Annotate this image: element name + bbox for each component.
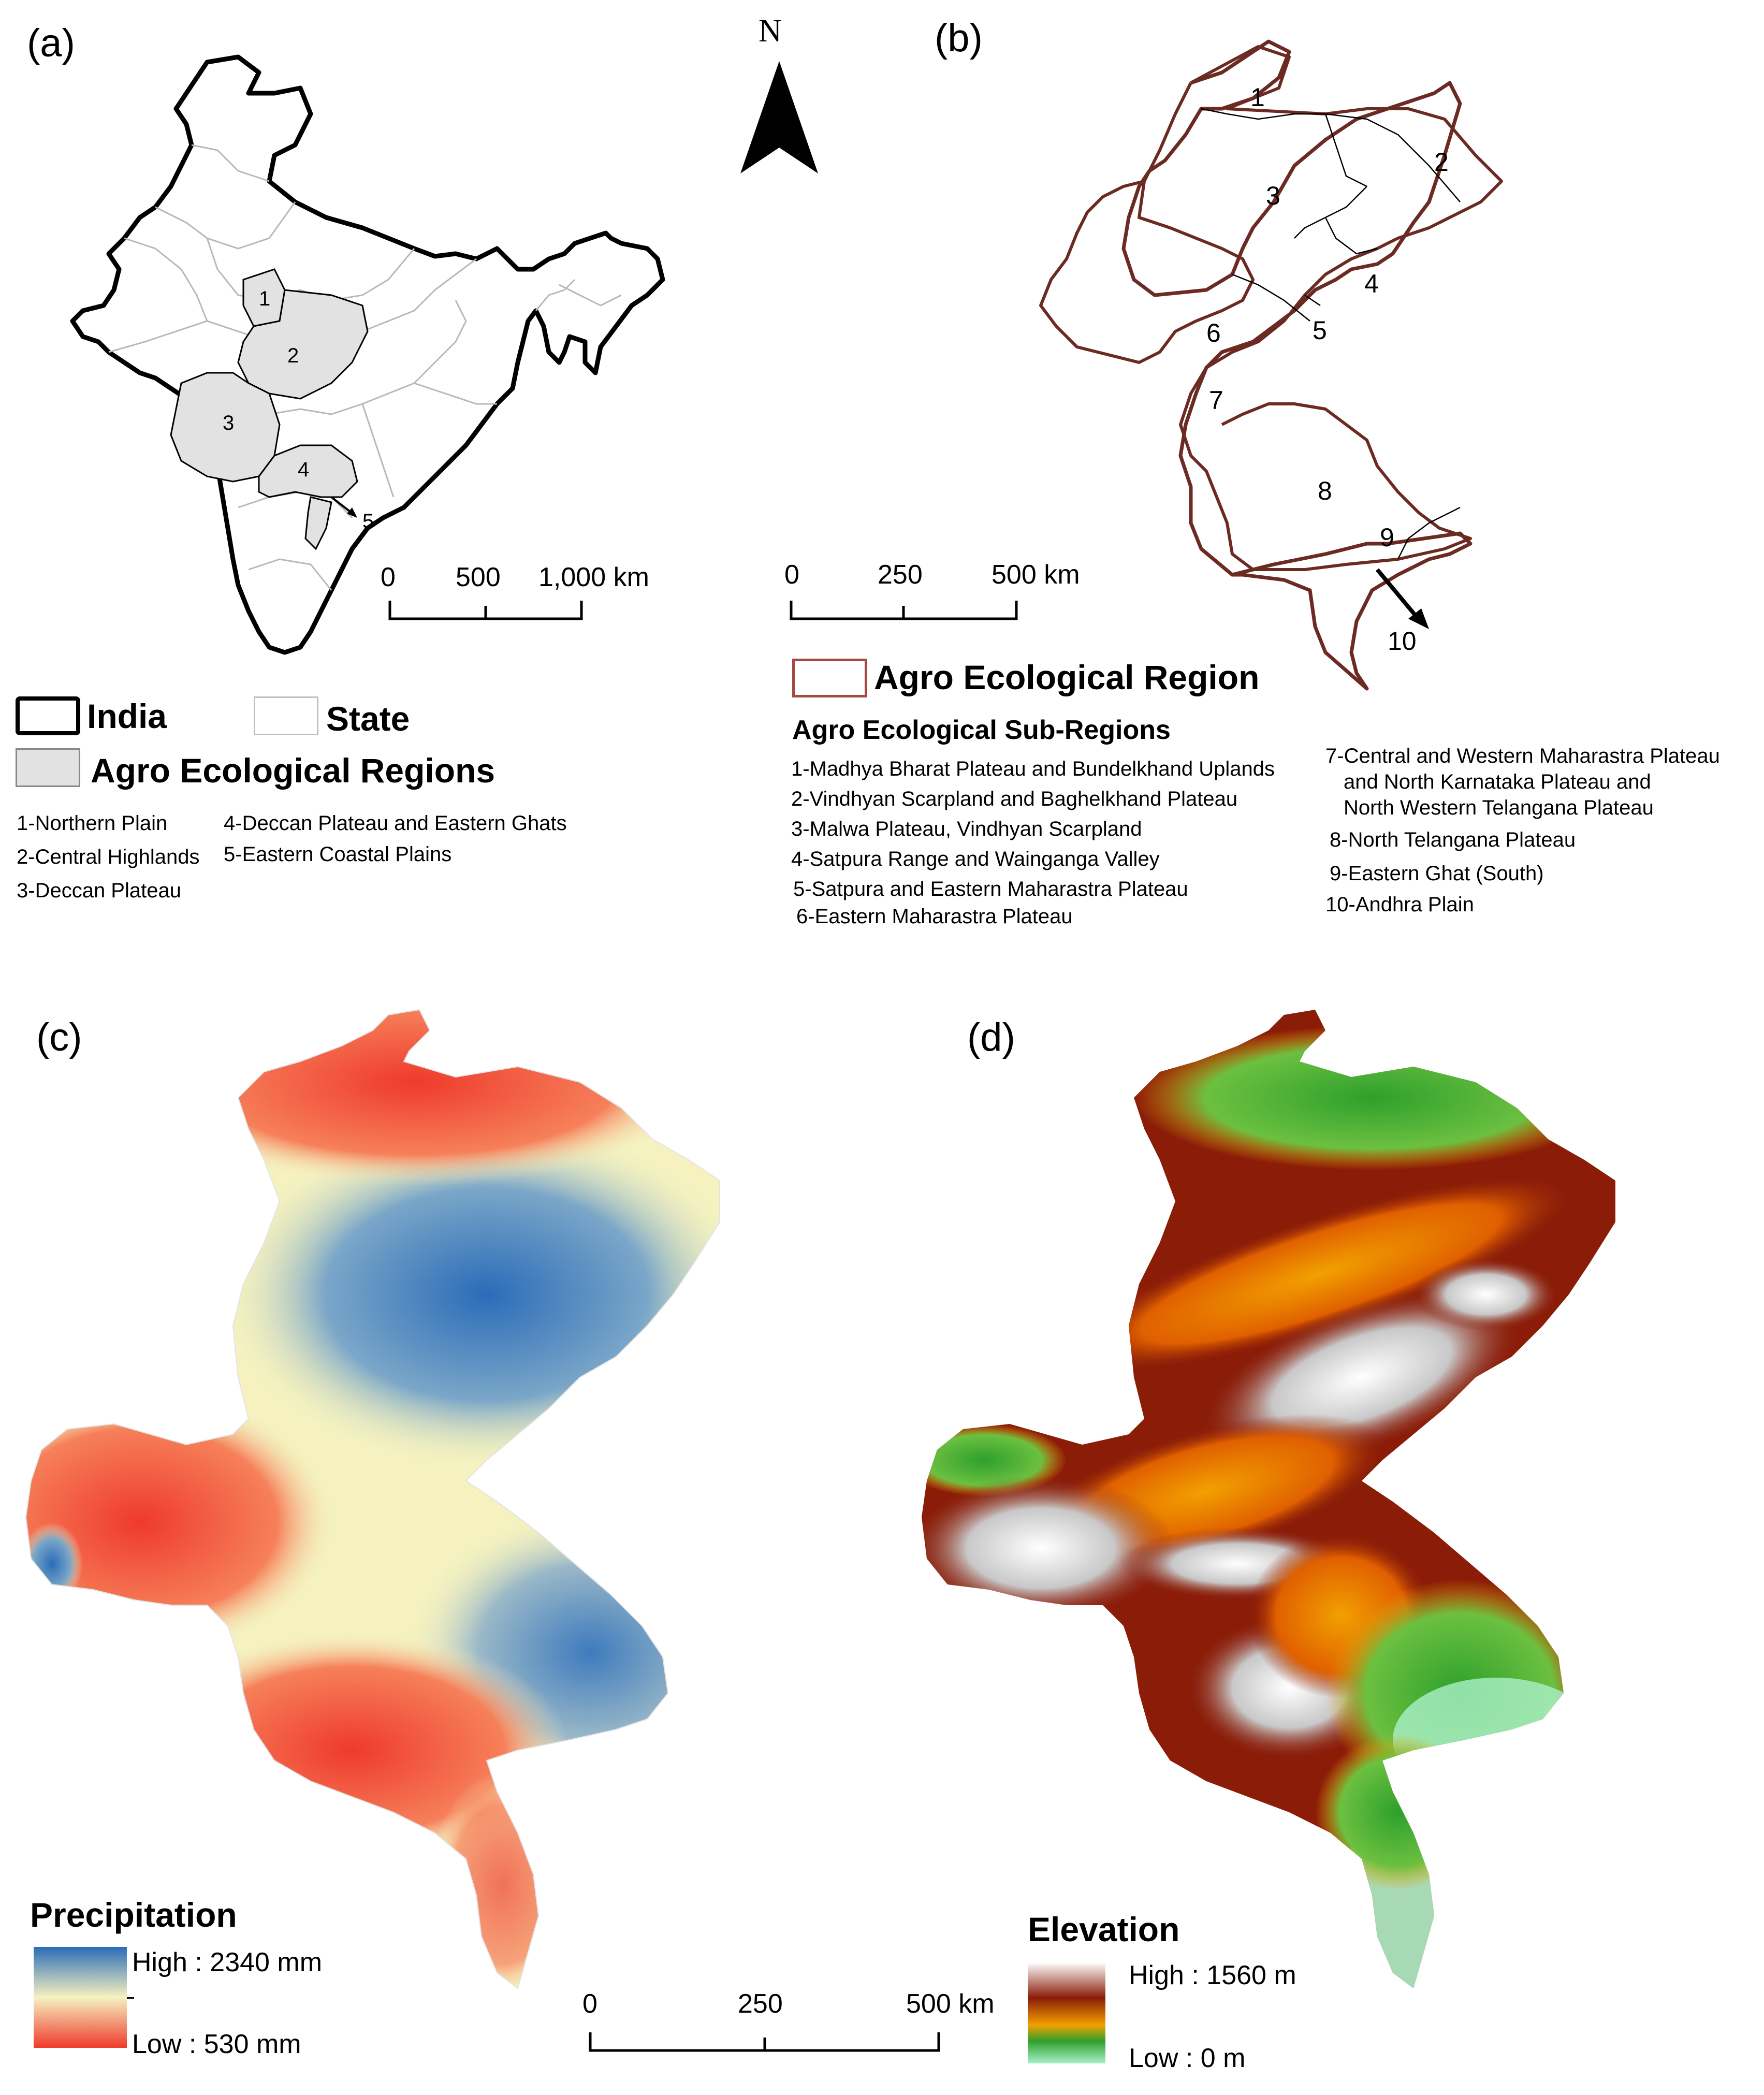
precip-legend-ramp: [34, 1947, 127, 2048]
legend-aer-region-swatch: [792, 659, 867, 697]
aer-item-2: 2-Central Highlands: [17, 846, 200, 868]
aer-region-numbers: 1 2 3 4 5: [223, 287, 374, 533]
sub-region-item-6: 6-Eastern Maharastra Plateau: [796, 905, 1073, 928]
elev-legend-ramp: [1028, 1962, 1105, 2063]
svg-text:2: 2: [287, 344, 299, 367]
sub-region-boundaries: [1201, 108, 1461, 560]
aer-outline: [1121, 39, 1473, 691]
state-boundaries: [108, 144, 622, 591]
svg-text:9: 9: [1380, 523, 1394, 552]
legend-state-label: State: [326, 700, 410, 738]
panel-d-label: (d): [967, 1015, 1015, 1059]
svg-text:2: 2: [1434, 148, 1449, 177]
svg-text:1: 1: [259, 287, 270, 310]
elev-legend-title: Elevation: [1028, 1910, 1180, 1948]
legend-india-swatch: [16, 696, 80, 735]
sub-regions-title: Agro Ecological Sub-Regions: [792, 715, 1171, 745]
svg-text:5: 5: [1313, 316, 1327, 345]
precip-legend-high: High : 2340 mm: [132, 1947, 323, 1977]
svg-text:6: 6: [1206, 318, 1221, 347]
svg-text:5: 5: [362, 510, 374, 533]
aer-item-3: 3-Deccan Plateau: [17, 879, 181, 902]
arrow-head-icon: [347, 507, 357, 518]
north-arrow-icon: [740, 61, 818, 173]
aer-item-5: 5-Eastern Coastal Plains: [224, 843, 452, 866]
precipitation-map: [25, 1009, 720, 1989]
sub-region-item-7c: North Western Telangana Plateau: [1344, 796, 1654, 819]
legend-aer-region-label: Agro Ecological Region: [874, 658, 1260, 696]
elevation-map: [922, 1010, 1615, 1988]
north-label: N: [759, 13, 782, 49]
region-10-pointer: [1375, 568, 1418, 618]
sub-region-item-7a: 7-Central and Western Maharastra Plateau: [1325, 745, 1720, 767]
sub-region-item-5: 5-Satpura and Eastern Maharastra Plateau: [793, 878, 1188, 900]
sub-region-map: 1 2 3 4 5 6 7 8 9 10: [1039, 39, 1503, 691]
sub-region-item-9: 9-Eastern Ghat (South): [1330, 862, 1544, 885]
panel-c-label: (c): [36, 1015, 82, 1059]
sub-region-item-2: 2-Vindhyan Scarpland and Baghelkhand Pla…: [791, 788, 1238, 810]
svg-text:8: 8: [1318, 476, 1332, 505]
precip-legend-title: Precipitation: [30, 1896, 237, 1934]
arrow-head-icon: [1408, 608, 1429, 629]
elev-legend-high: High : 1560 m: [1129, 1960, 1296, 1990]
legend-state-swatch: [254, 696, 318, 735]
svg-text:3: 3: [223, 412, 234, 434]
sub-region-item-8: 8-North Telangana Plateau: [1330, 828, 1576, 851]
precip-legend-tick: [127, 1997, 134, 1999]
precip-legend-low: Low : 530 mm: [132, 2029, 301, 2059]
sub-region-numbers: 1 2 3 4 5 6 7 8 9 10: [1206, 83, 1449, 656]
sub-region-item-10: 10-Andhra Plain: [1325, 893, 1474, 916]
sub-region-item-3: 3-Malwa Plateau, Vindhyan Scarpland: [791, 818, 1142, 840]
panel-a-label: (a): [27, 21, 75, 65]
sub-region-item-4: 4-Satpura Range and Wainganga Valley: [791, 848, 1160, 870]
aer-item-1: 1-Northern Plain: [17, 812, 168, 835]
svg-text:4: 4: [1364, 269, 1379, 298]
scale-bar-b: 0 250 500 km: [784, 559, 1116, 627]
sub-region-item-7b: and North Karnataka Plateau and: [1344, 770, 1651, 793]
legend-aer-swatch: [16, 748, 80, 787]
scale-bar-a: 0 500 1,000 km: [381, 562, 649, 624]
aer-regions: [170, 268, 369, 550]
elev-legend-low: Low : 0 m: [1129, 2043, 1246, 2073]
svg-text:3: 3: [1266, 181, 1280, 210]
india-map: 1 2 3 4 5: [70, 54, 665, 655]
aer-item-4: 4-Deccan Plateau and Eastern Ghats: [224, 812, 567, 835]
svg-text:1: 1: [1250, 83, 1265, 112]
aer-boundary: [1039, 45, 1503, 571]
legend-aer-label: Agro Ecological Regions: [91, 751, 495, 790]
svg-text:4: 4: [298, 458, 309, 481]
sub-region-item-1: 1-Madhya Bharat Plateau and Bundelkhand …: [791, 758, 1275, 780]
legend-india-label: India: [87, 697, 167, 735]
svg-text:7: 7: [1209, 386, 1223, 415]
scale-bar-bottom: 0 250 500 km: [582, 1988, 1017, 2061]
panel-b-label: (b): [935, 16, 983, 60]
svg-text:10: 10: [1388, 627, 1417, 656]
